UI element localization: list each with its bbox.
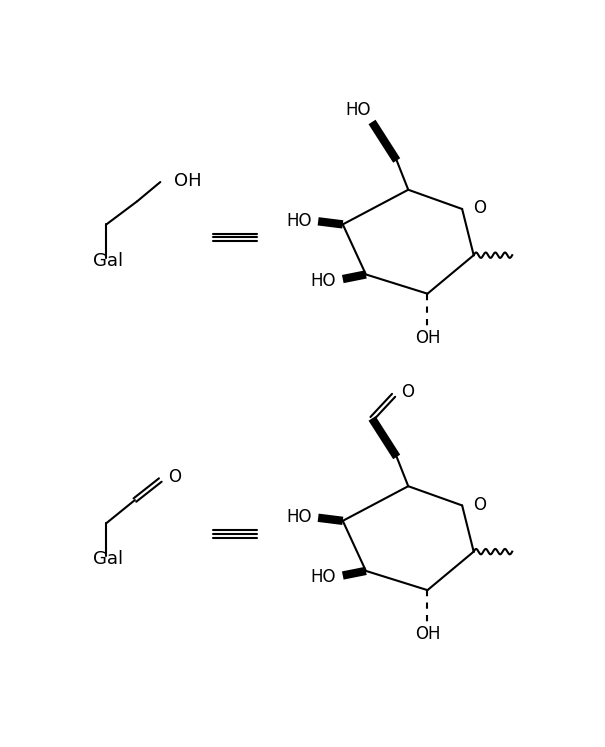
- Text: HO: HO: [310, 568, 336, 586]
- Text: HO: HO: [286, 211, 312, 229]
- Text: OH: OH: [415, 329, 440, 347]
- Text: OH: OH: [415, 625, 440, 643]
- Text: O: O: [473, 496, 486, 514]
- Text: O: O: [401, 383, 414, 401]
- Text: HO: HO: [286, 508, 312, 526]
- Text: HO: HO: [345, 101, 371, 119]
- Text: Gal: Gal: [93, 551, 123, 568]
- Text: Gal: Gal: [93, 252, 123, 270]
- Text: OH: OH: [174, 172, 202, 190]
- Text: O: O: [473, 199, 486, 217]
- Text: O: O: [168, 468, 181, 486]
- Text: HO: HO: [310, 272, 336, 290]
